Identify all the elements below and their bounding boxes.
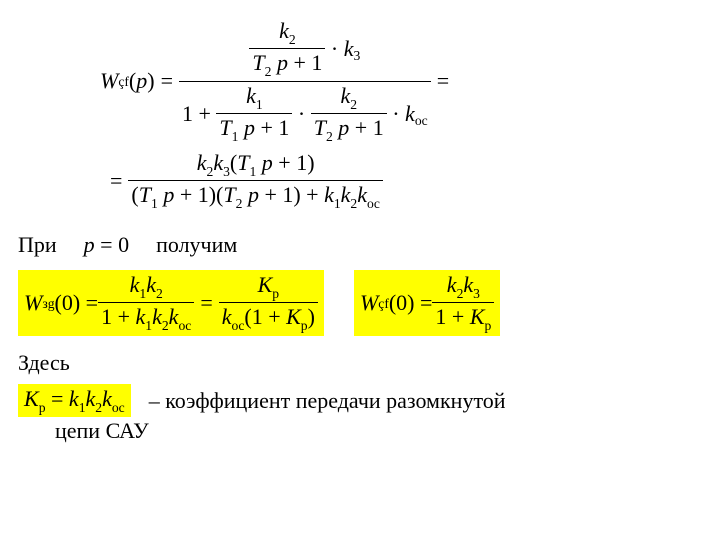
definition-line: Kр = k1k2koc – коэффициент передачи разо… bbox=[18, 384, 506, 417]
text-condition-line: При p = 0 получим bbox=[18, 232, 237, 258]
symbol-p: p bbox=[136, 68, 147, 94]
equation-main-fraction: Wçf ( p ) = k2 T2 p + 1 · k3 1 + k1 T1 p… bbox=[100, 18, 455, 145]
text-coef: – коэффициент передачи разомкнутой bbox=[149, 388, 506, 414]
symbol-W: W bbox=[100, 68, 118, 94]
subscript-cf: çf bbox=[118, 74, 129, 90]
outer-fraction: k2 T2 p + 1 · k3 1 + k1 T1 p + 1 · k2 T2… bbox=[179, 18, 431, 145]
symbol-close: ) bbox=[147, 68, 154, 94]
equation-Wcf-highlight: Wçf(0) = k2k3 1 + Kр bbox=[354, 270, 500, 336]
symbol-eq-lead: = bbox=[110, 168, 128, 194]
equation-Kp-def-highlight: Kр = k1k2koc bbox=[18, 384, 131, 417]
text-poluchim: получим bbox=[156, 232, 237, 257]
text-zdes: Здесь bbox=[18, 350, 70, 376]
equation-simplified: = k2k3(T1 p + 1) (T1 p + 1)(T2 p + 1) + … bbox=[110, 150, 383, 212]
symbol-eq-trailing: = bbox=[431, 68, 455, 94]
simplified-fraction: k2k3(T1 p + 1) (T1 p + 1)(T2 p + 1) + k1… bbox=[128, 150, 382, 212]
symbol-p-zero: p bbox=[84, 232, 95, 257]
symbol-zero: 0 bbox=[118, 232, 129, 257]
text-cepi: цепи САУ bbox=[55, 418, 149, 444]
equation-pzero-row: Wзg(0) = k1k2 1 + k1k2koc = Kр koc(1 + K… bbox=[18, 270, 500, 336]
equation-Wzg-highlight: Wзg(0) = k1k2 1 + k1k2koc = Kр koc(1 + K… bbox=[18, 270, 324, 336]
text-pri: При bbox=[18, 232, 57, 257]
symbol-eq: = bbox=[155, 68, 179, 94]
